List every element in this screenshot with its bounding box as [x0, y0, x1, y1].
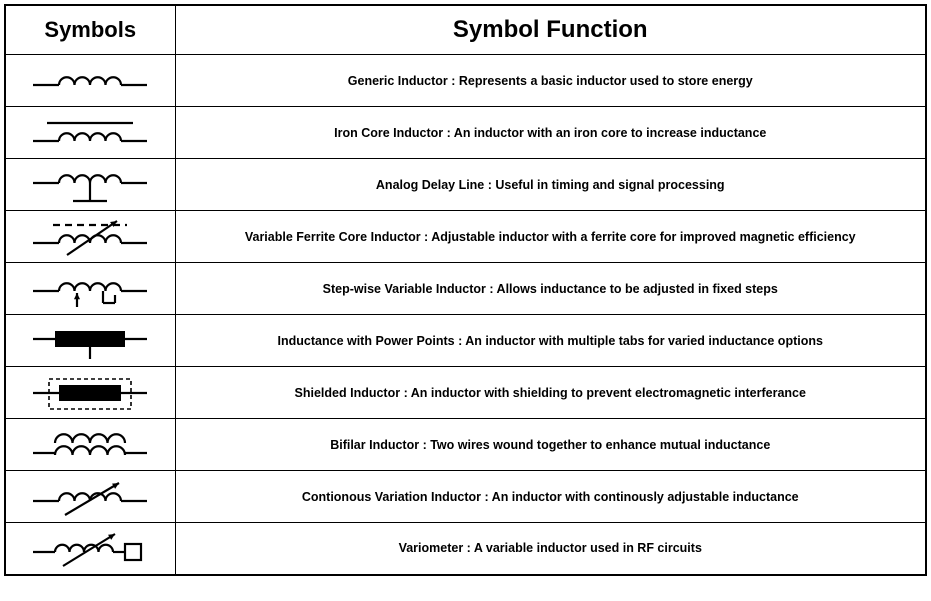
- table-row: Shielded Inductor : An inductor with shi…: [5, 367, 926, 419]
- header-function: Symbol Function: [175, 5, 926, 55]
- symbol-cell: [5, 55, 175, 107]
- table-row: Bifilar Inductor : Two wires wound toget…: [5, 419, 926, 471]
- function-cell: Analog Delay Line : Useful in timing and…: [175, 159, 926, 211]
- function-cell: Contionous Variation Inductor : An induc…: [175, 471, 926, 523]
- inductor-symbols-table: Symbols Symbol Function Generic Inductor…: [4, 4, 927, 576]
- table-row: Generic Inductor : Represents a basic in…: [5, 55, 926, 107]
- function-cell: Step-wise Variable Inductor : Allows ind…: [175, 263, 926, 315]
- header-symbols: Symbols: [5, 5, 175, 55]
- symbol-cell: [5, 107, 175, 159]
- symbol-cell: [5, 367, 175, 419]
- table-row: Inductance with Power Points : An induct…: [5, 315, 926, 367]
- table-row: Variometer : A variable inductor used in…: [5, 523, 926, 575]
- function-cell: Shielded Inductor : An inductor with shi…: [175, 367, 926, 419]
- table-row: Iron Core Inductor : An inductor with an…: [5, 107, 926, 159]
- function-cell: Inductance with Power Points : An induct…: [175, 315, 926, 367]
- function-cell: Bifilar Inductor : Two wires wound toget…: [175, 419, 926, 471]
- function-cell: Iron Core Inductor : An inductor with an…: [175, 107, 926, 159]
- symbol-cell: [5, 315, 175, 367]
- function-cell: Variable Ferrite Core Inductor : Adjusta…: [175, 211, 926, 263]
- table-row: Analog Delay Line : Useful in timing and…: [5, 159, 926, 211]
- symbol-cell: [5, 471, 175, 523]
- function-cell: Generic Inductor : Represents a basic in…: [175, 55, 926, 107]
- symbol-cell: [5, 263, 175, 315]
- function-cell: Variometer : A variable inductor used in…: [175, 523, 926, 575]
- symbol-cell: [5, 523, 175, 575]
- table-row: Step-wise Variable Inductor : Allows ind…: [5, 263, 926, 315]
- table-row: Variable Ferrite Core Inductor : Adjusta…: [5, 211, 926, 263]
- symbol-cell: [5, 159, 175, 211]
- symbol-cell: [5, 419, 175, 471]
- table-row: Contionous Variation Inductor : An induc…: [5, 471, 926, 523]
- symbol-cell: [5, 211, 175, 263]
